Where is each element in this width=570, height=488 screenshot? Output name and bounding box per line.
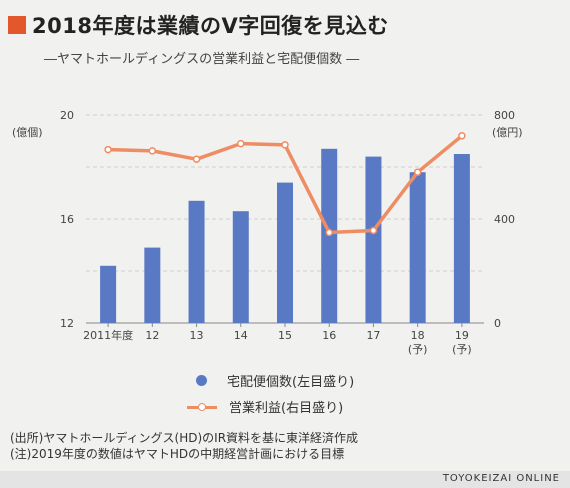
line-point <box>369 226 378 235</box>
line-point <box>237 139 245 148</box>
bar <box>365 156 382 323</box>
footer-bar: TOYOKEIZAI ONLINE <box>0 471 570 488</box>
left-axis-unit: (億個) <box>12 126 43 139</box>
x-tick-label: 2011年度 <box>83 328 133 342</box>
x-tick-label: 15 <box>278 329 292 342</box>
x-tick-label: 12 <box>145 329 159 342</box>
bar <box>144 247 161 323</box>
legend-label-bars: 宅配便個数(左目盛り) <box>227 375 355 390</box>
line-point <box>148 147 157 155</box>
bar <box>409 172 426 323</box>
x-tick-label: 16 <box>322 329 336 342</box>
bar <box>277 182 293 323</box>
right-axis-unit: (億円) <box>492 126 523 139</box>
line-point <box>458 132 466 140</box>
bar <box>188 200 205 323</box>
right-axis-tick-label: 800 <box>494 109 515 122</box>
line-point <box>413 168 422 176</box>
x-tick-label: (予) <box>452 343 472 356</box>
line-point <box>325 228 333 237</box>
legend-line-swatch <box>187 401 217 413</box>
chart-subtitle: ―ヤマトホールディングスの営業利益と宅配便個数 ― <box>44 52 360 67</box>
note-source: (出所)ヤマトホールディングス(HD)のIR資料を基に東洋経済作成 <box>10 431 359 445</box>
right-axis-tick-label: 400 <box>494 213 515 226</box>
legend-item-bars: 宅配便個数(左目盛り) <box>196 371 354 390</box>
x-tick-label: 14 <box>234 329 248 342</box>
right-axis-tick-label: 0 <box>494 317 501 330</box>
bar <box>100 265 117 323</box>
title-accent-square <box>8 16 26 34</box>
x-tick-label: 13 <box>190 329 204 342</box>
bar <box>453 154 470 323</box>
x-tick-label: 17 <box>366 329 380 342</box>
title-row: 2018年度は業績のV字回復を見込む <box>8 10 389 40</box>
chart-canvas: 12 16 20 (億個) 0 400 800 (億円) 2011年度 12 13 14 15 16 17 1… <box>12 109 523 356</box>
left-axis-tick-label: 12 <box>60 317 74 330</box>
bar <box>232 211 249 323</box>
x-tick-label: 18 <box>411 329 425 342</box>
line-point <box>281 141 289 149</box>
notes: (出所)ヤマトホールディングス(HD)のIR資料を基に東洋経済作成 (注)201… <box>10 430 358 462</box>
legend-bar-swatch <box>196 375 207 386</box>
line-point <box>192 155 201 163</box>
x-tick-label: (予) <box>408 343 428 356</box>
left-axis-tick-label: 16 <box>60 213 74 226</box>
legend-label-line: 営業利益(右目盛り) <box>229 401 344 416</box>
legend-item-line: 営業利益(右目盛り) <box>187 397 343 416</box>
line-point <box>104 145 112 154</box>
x-tick-label: 19 <box>455 329 469 342</box>
chart-title: 2018年度は業績のV字回復を見込む <box>32 14 389 38</box>
left-axis-tick-label: 20 <box>60 109 74 122</box>
note-remark: (注)2019年度の数値はヤマトHDの中期経営計画における目標 <box>10 447 345 461</box>
footer-brand: TOYOKEIZAI ONLINE <box>442 473 560 484</box>
